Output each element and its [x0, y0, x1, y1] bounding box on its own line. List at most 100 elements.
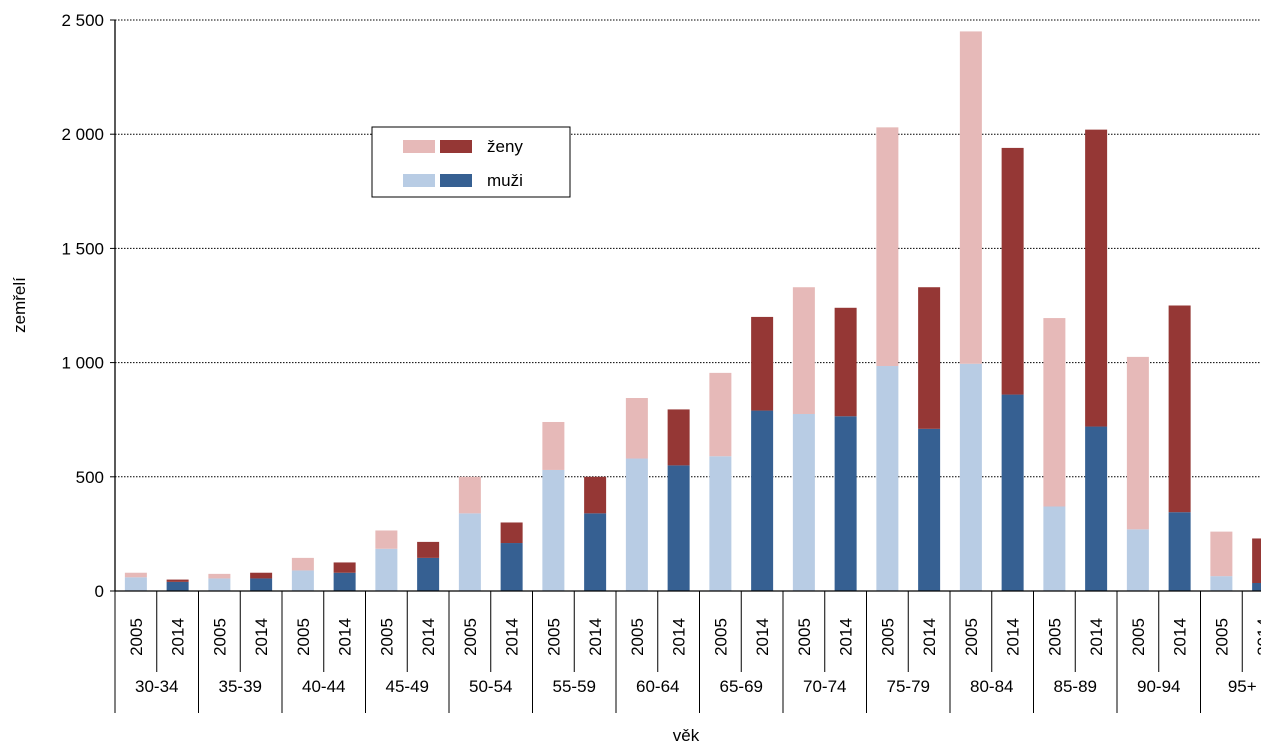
bar-zeny-30-34-2005 [124, 572, 147, 578]
x-tick-label-age-group: 70-74 [803, 677, 846, 696]
bar-muzi-50-54-2005 [458, 513, 481, 591]
x-tick-label-year: 2014 [586, 618, 605, 656]
bar-zeny-75-79-2014 [918, 287, 941, 429]
legend-swatch-muzi-2014 [440, 174, 472, 187]
bar-zeny-40-44-2005 [291, 557, 314, 571]
bar-zeny-65-69-2014 [751, 316, 774, 411]
x-tick-label-year: 2014 [670, 618, 689, 656]
bar-zeny-35-39-2005 [208, 573, 231, 579]
bar-zeny-45-49-2014 [417, 541, 440, 558]
x-tick-label-age-group: 45-49 [386, 677, 429, 696]
x-tick-label-age-group: 30-34 [135, 677, 178, 696]
x-tick-label-year: 2014 [252, 618, 271, 656]
x-tick-label-year: 2005 [1045, 618, 1064, 656]
bar-muzi-40-44-2005 [291, 570, 314, 591]
x-tick-label-year: 2005 [544, 618, 563, 656]
bar-muzi-65-69-2005 [709, 456, 732, 591]
bars [124, 31, 1261, 591]
bar-muzi-55-59-2014 [584, 513, 607, 591]
bar-zeny-60-64-2014 [667, 409, 690, 466]
x-tick-label-year: 2005 [711, 618, 730, 656]
x-tick-label-year: 2005 [878, 618, 897, 656]
x-tick-label-age-group: 80-84 [970, 677, 1013, 696]
x-tick-label-year: 2005 [1129, 618, 1148, 656]
x-tick-label-year: 2014 [920, 618, 939, 656]
bar-zeny-85-89-2005 [1043, 318, 1066, 507]
bar-zeny-40-44-2014 [333, 562, 356, 573]
x-tick-label-year: 2014 [1004, 618, 1023, 656]
bar-muzi-30-34-2005 [124, 577, 147, 591]
bar-zeny-90-94-2014 [1168, 305, 1191, 513]
bar-zeny-55-59-2005 [542, 421, 565, 470]
x-tick-label-year: 2014 [753, 618, 772, 656]
bar-zeny-35-39-2014 [250, 572, 273, 579]
bar-muzi-85-89-2014 [1085, 426, 1108, 591]
x-tick-label-year: 2005 [628, 618, 647, 656]
bar-muzi-45-49-2014 [417, 557, 440, 591]
y-tick-labels: 0 500 1 000 1 500 2 000 2 500 [61, 11, 104, 601]
bar-zeny-75-79-2005 [876, 127, 899, 367]
bar-muzi-85-89-2005 [1043, 506, 1066, 591]
bar-muzi-90-94-2014 [1168, 512, 1191, 591]
x-tick-label-age-group: 55-59 [553, 677, 596, 696]
y-tick-label: 2 000 [61, 125, 104, 144]
x-tick-label-year: 2005 [294, 618, 313, 656]
bar-muzi-30-34-2014 [166, 581, 189, 591]
legend-swatch-zeny-2014 [440, 140, 472, 153]
bar-zeny-50-54-2005 [458, 476, 481, 514]
x-axis-title: věk [673, 726, 700, 745]
bar-zeny-30-34-2014 [166, 579, 189, 582]
x-tick-label-year: 2014 [1171, 618, 1190, 656]
bar-zeny-70-74-2005 [792, 287, 815, 414]
bar-muzi-70-74-2014 [834, 416, 857, 591]
bar-muzi-70-74-2005 [792, 413, 815, 591]
x-tick-label-age-group: 75-79 [887, 677, 930, 696]
x-tick-label-year: 2005 [795, 618, 814, 656]
x-tick-label-year: 2005 [210, 618, 229, 656]
y-axis-title: zemřelí [10, 277, 29, 333]
bar-zeny-95+-2014 [1252, 538, 1261, 584]
x-tick-label-age-group: 60-64 [636, 677, 679, 696]
bar-muzi-75-79-2014 [918, 428, 941, 591]
bar-muzi-60-64-2005 [625, 458, 648, 591]
legend-label-muzi: muži [487, 171, 523, 190]
x-tick-label-age-group: 90-94 [1137, 677, 1180, 696]
x-tick-label-year: 2005 [962, 618, 981, 656]
y-tick-label: 500 [76, 468, 104, 487]
x-tick-label-age-group: 65-69 [720, 677, 763, 696]
y-tick-label: 1 500 [61, 239, 104, 258]
bar-muzi-65-69-2014 [751, 410, 774, 591]
legend: ženy muži [371, 126, 571, 198]
bar-muzi-45-49-2005 [375, 548, 398, 591]
y-tick-label: 0 [95, 582, 104, 601]
bar-zeny-50-54-2014 [500, 522, 523, 544]
legend-label-zeny: ženy [487, 137, 523, 156]
bar-muzi-60-64-2014 [667, 465, 690, 591]
x-tick-label-year: 2014 [1254, 618, 1261, 656]
x-tick-label-age-group: 40-44 [302, 677, 345, 696]
x-tick-label-year: 2005 [1212, 618, 1231, 656]
x-tick-label-year: 2005 [127, 618, 146, 656]
x-tick-label-year: 2014 [336, 618, 355, 656]
bar-muzi-40-44-2014 [333, 572, 356, 591]
bar-zeny-80-84-2014 [1001, 147, 1024, 395]
bar-muzi-50-54-2014 [500, 543, 523, 591]
bar-zeny-85-89-2014 [1085, 129, 1108, 427]
bar-muzi-90-94-2005 [1126, 529, 1149, 591]
x-tick-label-year: 2005 [377, 618, 396, 656]
bar-zeny-70-74-2014 [834, 307, 857, 417]
bar-zeny-80-84-2005 [959, 31, 982, 364]
bar-muzi-80-84-2014 [1001, 394, 1024, 591]
bar-zeny-55-59-2014 [584, 476, 607, 514]
legend-swatch-muzi-2005 [403, 174, 435, 187]
bar-zeny-60-64-2005 [625, 398, 648, 459]
bar-zeny-45-49-2005 [375, 530, 398, 549]
x-tick-label-age-group: 95+ [1228, 677, 1257, 696]
bar-zeny-65-69-2005 [709, 372, 732, 457]
bar-muzi-80-84-2005 [959, 363, 982, 591]
y-tick-label: 2 500 [61, 11, 104, 30]
bar-muzi-35-39-2005 [208, 578, 231, 591]
x-tick-label-year: 2014 [419, 618, 438, 656]
bar-muzi-75-79-2005 [876, 366, 899, 591]
